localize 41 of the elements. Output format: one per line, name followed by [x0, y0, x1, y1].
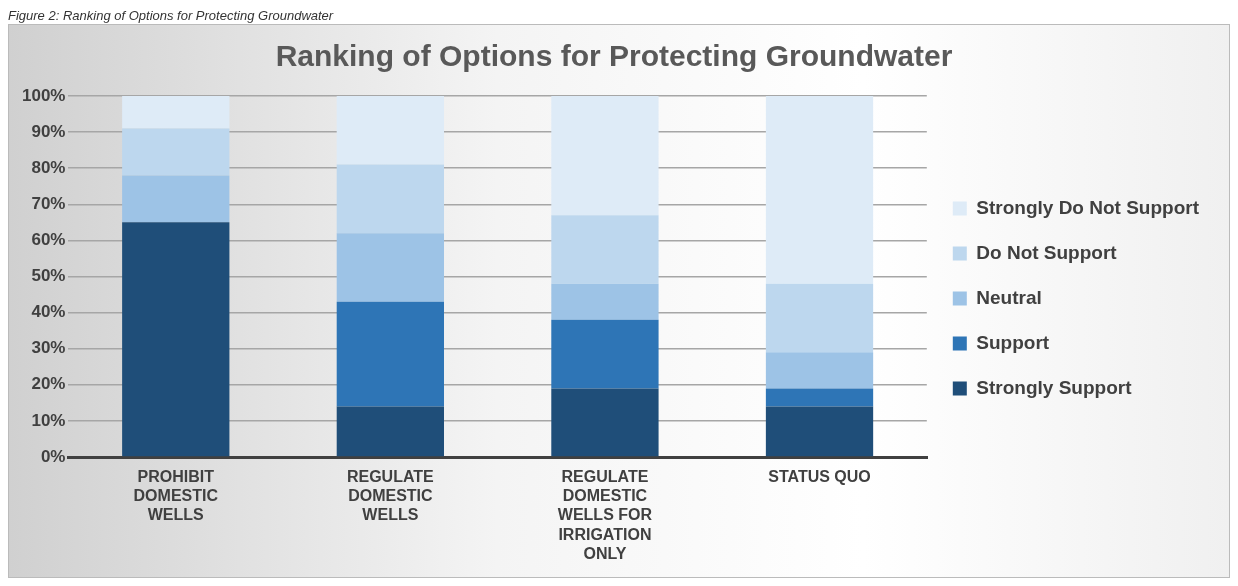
bar [122, 222, 230, 457]
bar [336, 406, 444, 457]
bar [765, 388, 874, 407]
y-tick-label: 40% [31, 302, 66, 322]
y-tick-label: 30% [31, 338, 66, 358]
legend-label: Do Not Support [976, 241, 1118, 263]
bar [336, 233, 444, 302]
bar [122, 128, 230, 176]
x-tick-label: STATUS QUO [768, 468, 871, 486]
y-tick-label: 90% [31, 121, 66, 141]
y-tick-label: 20% [31, 374, 66, 394]
bar [336, 96, 444, 165]
bar [122, 175, 230, 223]
bar [336, 301, 444, 407]
caption: Figure 2: Ranking of Options for Protecting Groundwater [8, 8, 335, 24]
y-tick-label: 80% [31, 157, 66, 177]
y-tick-label: 10% [31, 410, 66, 430]
chart-title: Ranking of Options for Protecting Groundwater [275, 39, 953, 73]
bar [551, 283, 659, 320]
bar [551, 96, 659, 216]
legend-label: Support [976, 331, 1050, 353]
y-tick-label: 50% [31, 266, 66, 286]
y-tick-label: 70% [31, 193, 66, 213]
x-tick-label: REGULATE DOMESTIC WELLS FOR IRRIGATION ONLY [557, 468, 653, 562]
bar [765, 96, 874, 284]
bar [551, 319, 659, 389]
legend-label: Strongly Do Not Support [976, 196, 1200, 218]
bar [765, 283, 874, 353]
y-tick-label: 0% [40, 446, 66, 466]
bar [551, 388, 659, 457]
x-tick-label: PROHIBIT DOMESTIC WELLS [133, 468, 219, 524]
bar [551, 215, 659, 284]
legend-label: Strongly Support [976, 376, 1133, 398]
x-tick-label: REGULATE DOMESTIC WELLS [346, 468, 435, 524]
bar [765, 352, 874, 389]
y-tick-label: 60% [31, 230, 66, 250]
bar [336, 164, 444, 234]
legend-label: Neutral [976, 286, 1042, 308]
bar [765, 406, 874, 457]
bar [122, 96, 230, 129]
y-tick-label: 100% [22, 85, 66, 105]
